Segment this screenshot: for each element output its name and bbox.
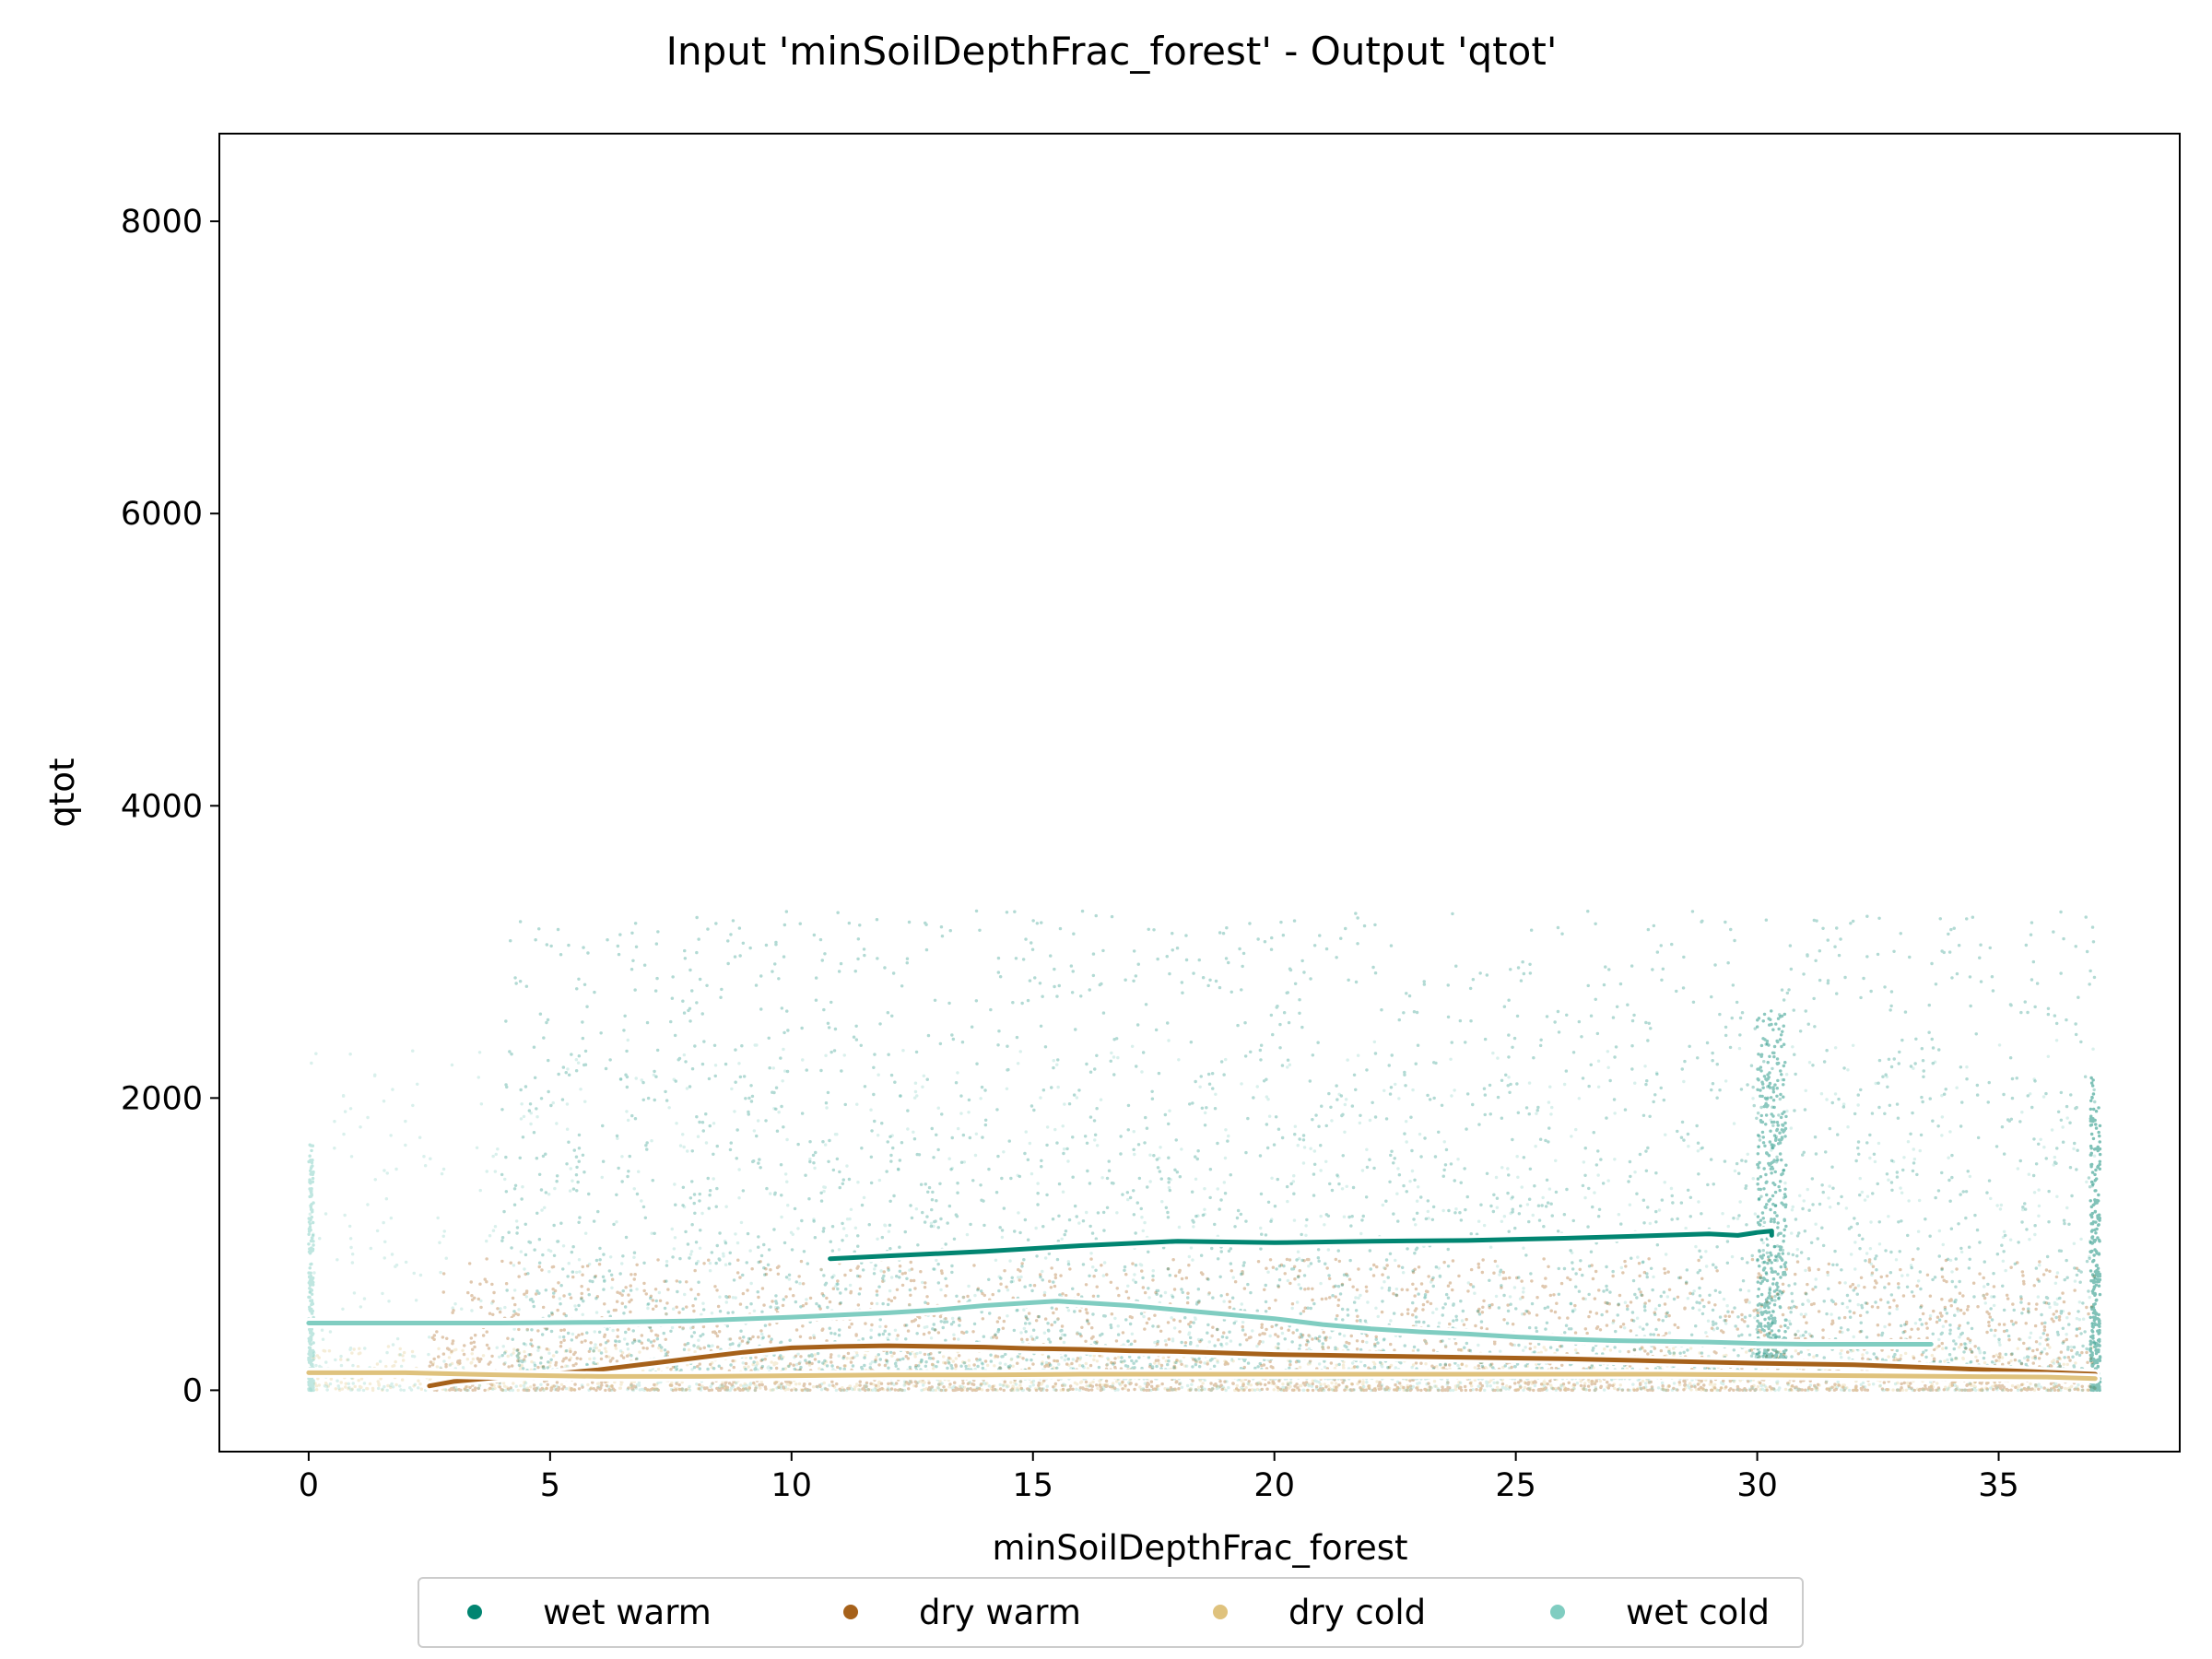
plot-frame [218, 133, 2181, 1453]
x-tick-label: 20 [1253, 1467, 1295, 1504]
x-tick: 15 [1012, 1452, 1053, 1504]
y-tick: 2000 [121, 1080, 219, 1117]
y-axis: 0 2000 4000 6000 8000 [121, 204, 219, 1409]
y-tick: 4000 [121, 788, 219, 825]
legend-item: dry warm [843, 1593, 1081, 1632]
x-tick-label: 15 [1012, 1467, 1053, 1504]
x-axis-label: minSoilDepthFrac_forest [992, 1528, 1407, 1568]
scatter-cloud-dry-cold [307, 1345, 2094, 1393]
y-tick-label: 8000 [121, 204, 203, 241]
trend-line-dry-warm [427, 1343, 2098, 1389]
x-tick-label: 35 [1978, 1467, 2019, 1504]
chart-title: Input 'minSoilDepthFrac_forest' - Output… [666, 29, 1558, 74]
x-tick-label: 30 [1736, 1467, 1778, 1504]
legend-marker [843, 1605, 858, 1619]
legend-marker [1550, 1605, 1565, 1619]
y-tick-label: 2000 [121, 1080, 203, 1117]
trend-line-dry-cold [306, 1370, 2098, 1382]
y-tick: 6000 [121, 496, 219, 533]
x-tick: 25 [1495, 1452, 1536, 1504]
legend-item: wet warm [467, 1593, 712, 1632]
scatter-cloud-wet-warm [1755, 1009, 1788, 1363]
y-tick-label: 0 [182, 1372, 203, 1409]
x-tick: 5 [540, 1452, 560, 1504]
legend: wet warm dry warm dry cold wet cold [418, 1577, 1804, 1648]
x-tick-label: 0 [299, 1467, 319, 1504]
legend-marker [467, 1605, 482, 1619]
x-tick: 0 [299, 1452, 319, 1504]
x-tick-label: 10 [771, 1467, 813, 1504]
scatter-cloud-dry-warm [428, 1257, 2097, 1393]
y-tick: 8000 [121, 204, 219, 241]
legend-frame [418, 1577, 1804, 1648]
y-tick: 0 [182, 1372, 219, 1409]
x-tick-label: 5 [540, 1467, 560, 1504]
x-tick: 20 [1253, 1452, 1295, 1504]
y-tick-label: 6000 [121, 496, 203, 533]
trend-line-wet-cold [306, 1299, 1934, 1347]
legend-label: wet warm [543, 1593, 712, 1632]
y-axis-label: qtot [42, 758, 82, 827]
x-axis: 0 5 10 15 20 25 30 35 [299, 1452, 2019, 1504]
legend-item: dry cold [1213, 1593, 1426, 1632]
x-tick-label: 25 [1495, 1467, 1536, 1504]
plot-background [219, 134, 2180, 1452]
legend-item: wet cold [1550, 1593, 1770, 1632]
y-tick-label: 4000 [121, 788, 203, 825]
x-tick: 30 [1736, 1452, 1778, 1504]
legend-label: wet cold [1626, 1593, 1770, 1632]
trend-line-wet-warm [828, 1229, 1774, 1262]
legend-label: dry cold [1288, 1593, 1426, 1632]
legend-marker [1213, 1605, 1228, 1619]
x-tick: 10 [771, 1452, 813, 1504]
legend-label: dry warm [919, 1593, 1081, 1632]
x-tick: 35 [1978, 1452, 2019, 1504]
trend-lines [303, 1226, 2100, 1392]
